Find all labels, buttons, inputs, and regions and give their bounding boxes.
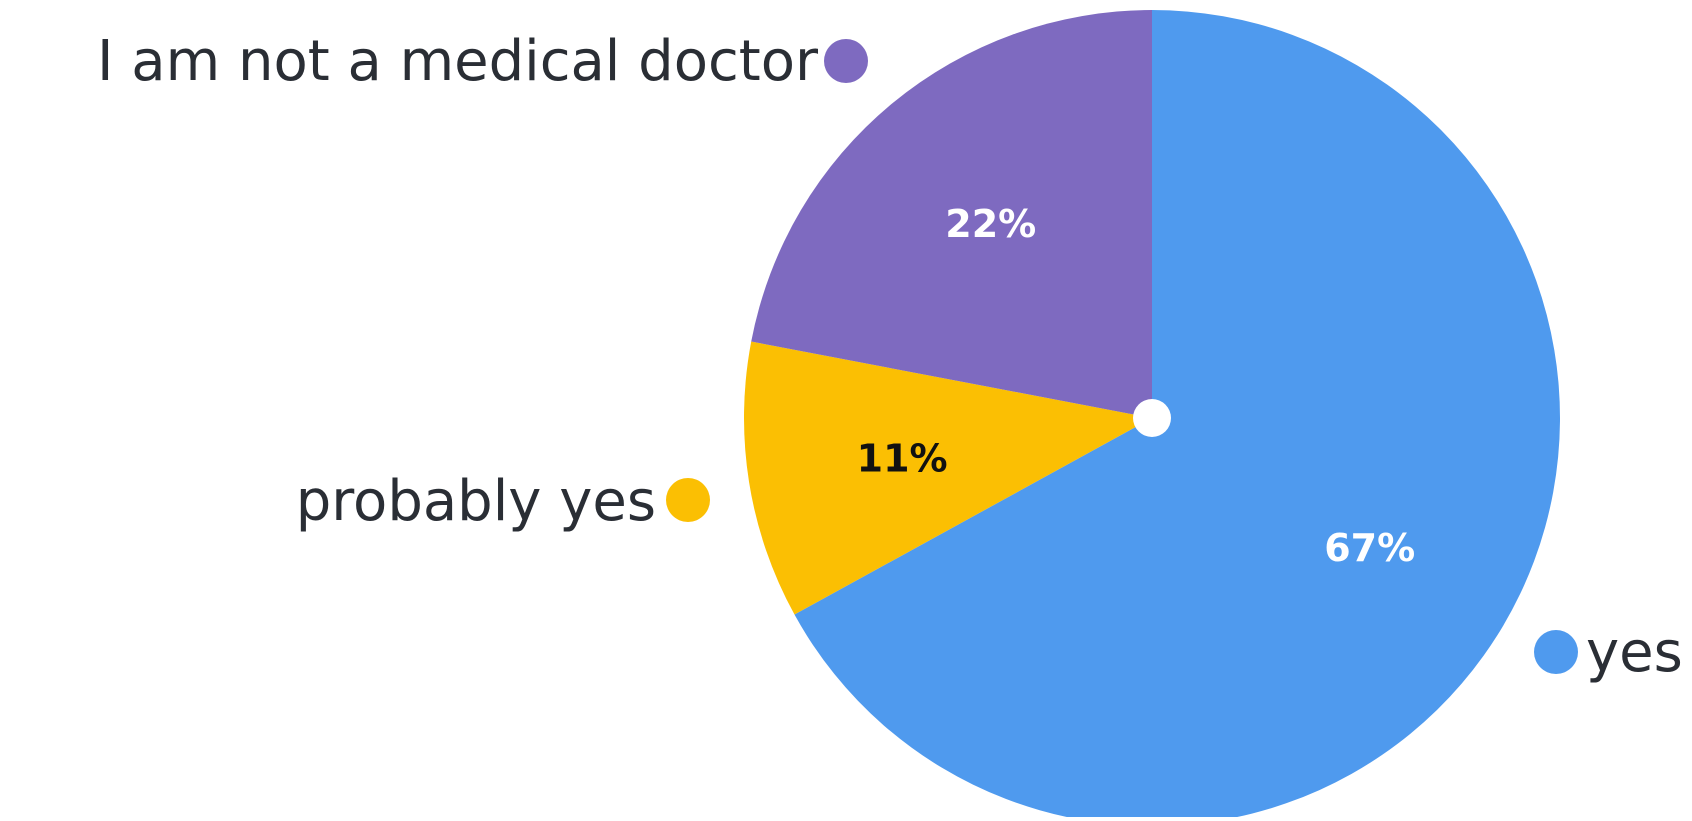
legend-marker-not-doctor: [824, 39, 868, 83]
pie-slices: [744, 10, 1560, 821]
legend-marker-probably-yes: [666, 478, 710, 522]
pie-slice-0: [794, 10, 1560, 821]
pie-slice-2: [751, 10, 1152, 418]
pie-value-label-1: 11%: [857, 437, 948, 481]
legend-entry-not-doctor: I am not a medical doctor: [97, 29, 868, 94]
pie-slice-1: [744, 341, 1152, 615]
legend-label-probably-yes: probably yes: [296, 469, 656, 534]
pie-value-labels: 67% 11% 22%: [857, 202, 1416, 570]
pie-value-label-0: 67%: [1324, 526, 1415, 570]
pie-center-dot: [1133, 399, 1171, 437]
pie-value-label-2: 22%: [945, 202, 1036, 246]
legend-marker-yes: [1534, 630, 1578, 674]
legend-entry-yes: yes: [1534, 620, 1683, 685]
legend-entry-probably-yes: probably yes: [296, 469, 710, 534]
legend-label-not-doctor: I am not a medical doctor: [97, 29, 819, 94]
legend-label-yes: yes: [1586, 620, 1683, 685]
